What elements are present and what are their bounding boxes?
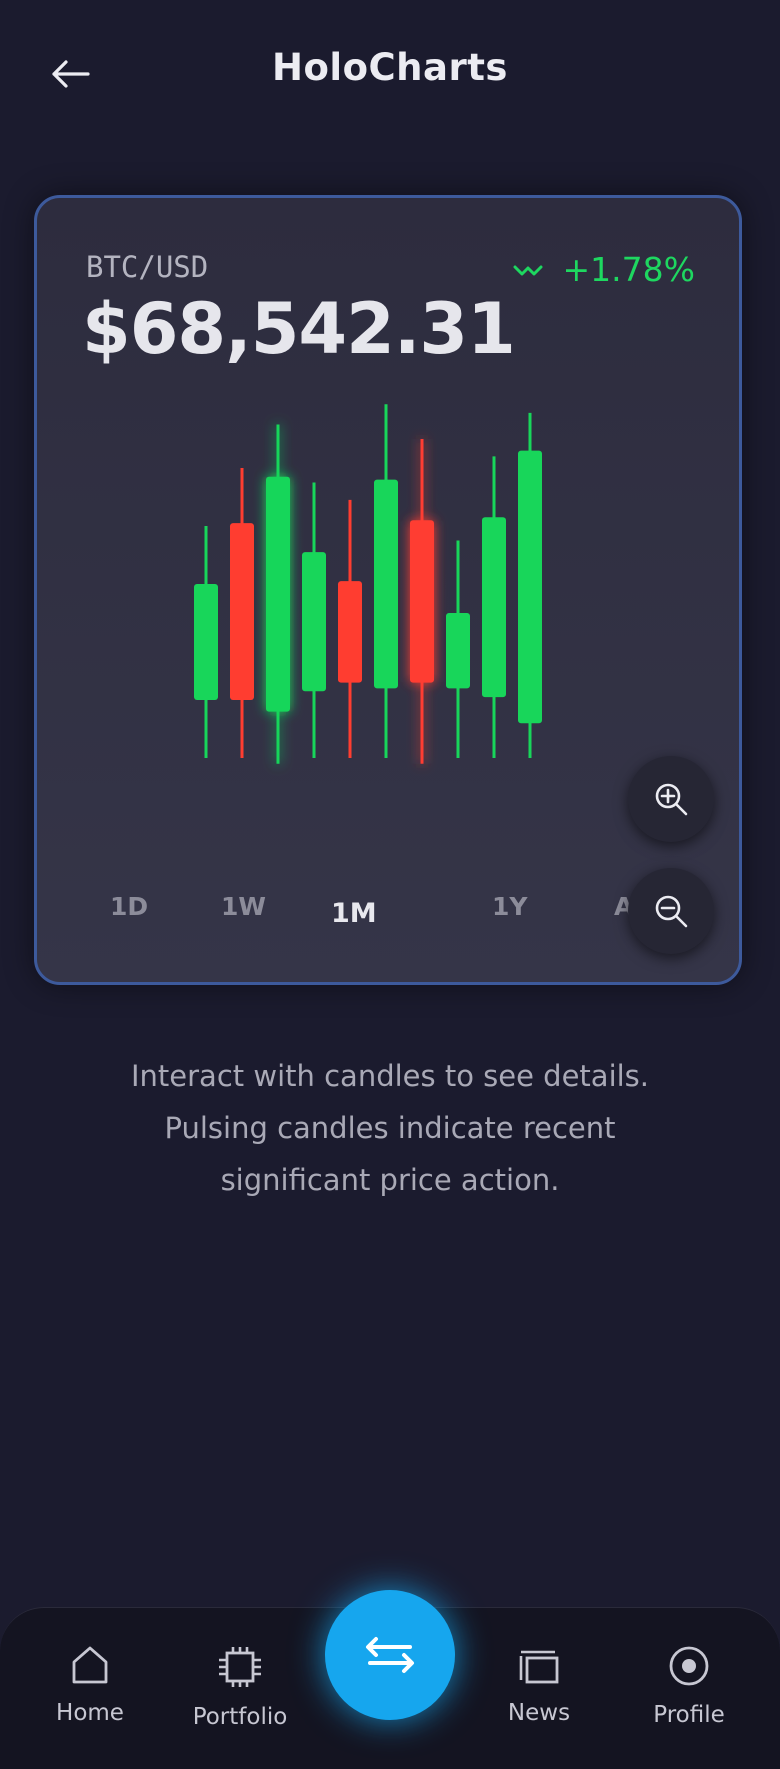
candle-body <box>446 613 470 689</box>
timeframe-1m[interactable]: 1M <box>331 898 377 929</box>
swap-action-button[interactable] <box>325 1590 455 1720</box>
page-title: HoloCharts <box>272 46 508 89</box>
candle[interactable] <box>410 439 434 764</box>
hint-line-1: Interact with candles to see details. <box>130 1059 650 1093</box>
hint-line-2: Pulsing candles indicate recent <box>164 1111 616 1145</box>
price-change-value: +1.78% <box>562 250 695 289</box>
candle-body <box>302 552 326 692</box>
back-button[interactable] <box>44 48 96 100</box>
nav-profile[interactable]: Profile <box>629 1644 749 1728</box>
candle[interactable] <box>230 468 254 758</box>
timeframe-1y[interactable]: 1Y <box>492 892 528 921</box>
back-arrow-icon <box>52 60 90 88</box>
candle-body <box>266 476 290 712</box>
nav-home[interactable]: Home <box>30 1644 150 1726</box>
candle[interactable] <box>302 482 326 759</box>
chip-icon <box>219 1647 261 1687</box>
candle[interactable] <box>266 424 290 764</box>
candle[interactable] <box>338 499 362 758</box>
zoom-in-icon <box>655 783 688 816</box>
nav-portfolio[interactable]: Portfolio <box>180 1644 300 1730</box>
nav-portfolio-label: Portfolio <box>192 1704 288 1730</box>
news-icon <box>519 1650 559 1684</box>
zoom-out-icon <box>655 895 688 928</box>
candlestick-chart[interactable] <box>37 198 739 982</box>
candle[interactable] <box>446 540 470 759</box>
nav-home-label: Home <box>56 1700 124 1726</box>
nav-news-label: News <box>507 1700 571 1726</box>
candle-body <box>374 479 398 689</box>
candle-body <box>410 520 434 683</box>
price-change: +1.78% <box>513 250 695 289</box>
candle[interactable] <box>482 456 506 758</box>
zoom-in-button[interactable] <box>628 756 714 842</box>
timeframe-1d[interactable]: 1D <box>110 892 149 921</box>
candle-body <box>482 517 506 698</box>
app-header: HoloCharts <box>0 0 780 146</box>
ticker-pair: BTC/USD <box>86 250 209 284</box>
home-icon <box>72 1646 108 1684</box>
candle-body <box>230 523 254 700</box>
candle-body <box>338 581 362 683</box>
nav-news[interactable]: News <box>479 1644 599 1726</box>
price-chart-card: BTC/USD $68,542.31 +1.78% 1D 1W 1M 1Y AL… <box>34 195 742 985</box>
timeframe-1w[interactable]: 1W <box>221 892 266 921</box>
nav-profile-label: Profile <box>653 1702 725 1728</box>
candle[interactable] <box>194 526 218 758</box>
swap-icon <box>366 1637 414 1673</box>
profile-icon <box>669 1646 709 1686</box>
chart-hint-text: Interact with candles to see details. Pu… <box>80 1050 700 1206</box>
candle-body <box>194 584 218 700</box>
hint-line-3: significant price action. <box>220 1163 560 1197</box>
zoom-out-button[interactable] <box>628 868 714 954</box>
ticker-price: $68,542.31 <box>82 288 516 370</box>
candle[interactable] <box>374 404 398 758</box>
candle-body <box>518 450 542 724</box>
trend-icon <box>513 259 547 281</box>
candle[interactable] <box>518 412 542 758</box>
